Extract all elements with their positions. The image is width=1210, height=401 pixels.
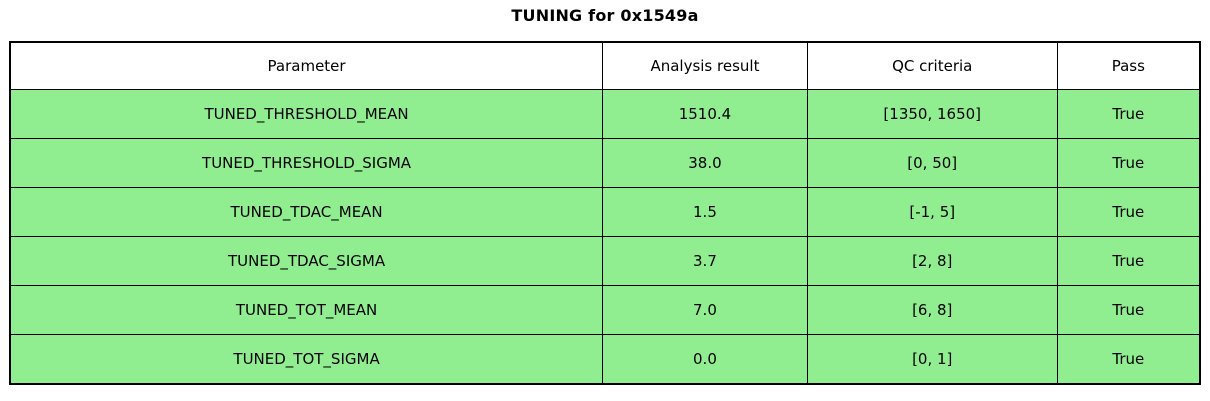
cell-analysis-result: 1.5	[602, 187, 808, 237]
table-row: TUNED_THRESHOLD_MEAN 1510.4 [1350, 1650]…	[9, 89, 1201, 139]
cell-parameter: TUNED_TDAC_MEAN	[9, 187, 604, 237]
figure-title: TUNING for 0x1549a	[511, 6, 699, 25]
cell-parameter: TUNED_TOT_MEAN	[9, 285, 604, 335]
header-row: Parameter Analysis result QC criteria Pa…	[9, 41, 1201, 90]
cell-analysis-result: 3.7	[602, 236, 808, 286]
cell-parameter: TUNED_THRESHOLD_SIGMA	[9, 138, 604, 188]
column-header-pass: Pass	[1056, 41, 1201, 90]
column-header-qc-criteria: QC criteria	[806, 41, 1058, 90]
cell-qc-criteria: [0, 1]	[806, 334, 1058, 385]
cell-analysis-result: 7.0	[602, 285, 808, 335]
cell-qc-criteria: [1350, 1650]	[806, 89, 1058, 139]
cell-parameter: TUNED_TDAC_SIGMA	[9, 236, 604, 286]
table-row: TUNED_THRESHOLD_SIGMA 38.0 [0, 50] True	[9, 138, 1201, 188]
column-header-parameter: Parameter	[9, 41, 604, 90]
cell-qc-criteria: [2, 8]	[806, 236, 1058, 286]
cell-pass: True	[1056, 138, 1201, 188]
cell-pass: True	[1056, 236, 1201, 286]
cell-analysis-result: 38.0	[602, 138, 808, 188]
cell-pass: True	[1056, 89, 1201, 139]
qc-results-table: Parameter Analysis result QC criteria Pa…	[9, 41, 1201, 385]
table-row: TUNED_TDAC_SIGMA 3.7 [2, 8] True	[9, 236, 1201, 286]
cell-analysis-result: 1510.4	[602, 89, 808, 139]
table-row: TUNED_TOT_SIGMA 0.0 [0, 1] True	[9, 334, 1201, 385]
cell-pass: True	[1056, 334, 1201, 385]
cell-pass: True	[1056, 285, 1201, 335]
cell-analysis-result: 0.0	[602, 334, 808, 385]
table-row: TUNED_TDAC_MEAN 1.5 [-1, 5] True	[9, 187, 1201, 237]
cell-parameter: TUNED_TOT_SIGMA	[9, 334, 604, 385]
cell-qc-criteria: [6, 8]	[806, 285, 1058, 335]
cell-pass: True	[1056, 187, 1201, 237]
cell-qc-criteria: [0, 50]	[806, 138, 1058, 188]
cell-qc-criteria: [-1, 5]	[806, 187, 1058, 237]
column-header-analysis-result: Analysis result	[602, 41, 808, 90]
table-row: TUNED_TOT_MEAN 7.0 [6, 8] True	[9, 285, 1201, 335]
cell-parameter: TUNED_THRESHOLD_MEAN	[9, 89, 604, 139]
